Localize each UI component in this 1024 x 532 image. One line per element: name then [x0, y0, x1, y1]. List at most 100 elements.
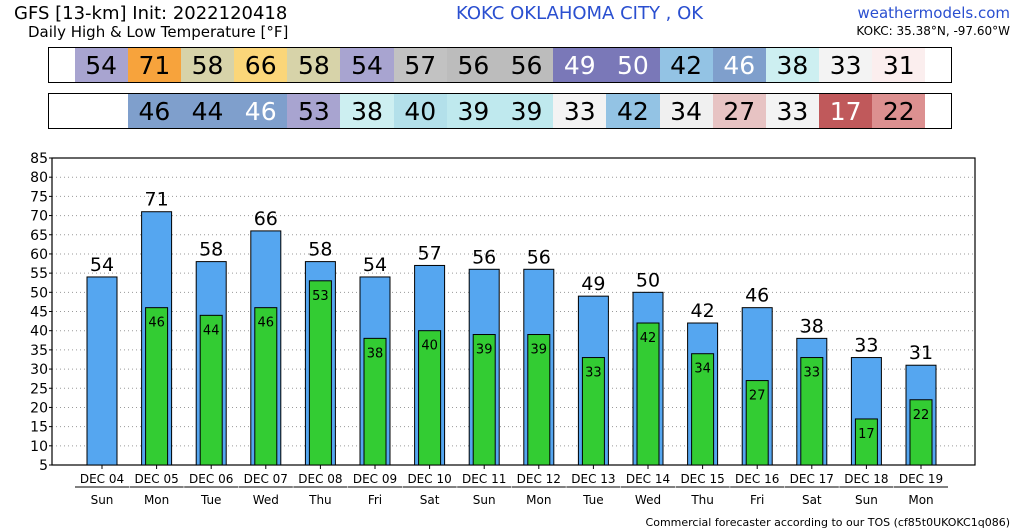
station-title: KOKC OKLAHOMA CITY , OK — [456, 3, 704, 24]
x-tick-date-label: DEC 05 — [134, 472, 178, 486]
x-tick-date-label: DEC 09 — [353, 472, 397, 486]
low-temp-cell: 17 — [819, 94, 873, 128]
low-temp-cell: 33 — [765, 94, 820, 128]
low-temp-cell: 53 — [287, 94, 341, 128]
low-temp-cell: 39 — [499, 94, 554, 128]
high-temp-cell: 33 — [819, 48, 873, 82]
y-tick-label: 35 — [30, 343, 48, 359]
high-temp-label: 50 — [636, 269, 660, 291]
x-tick-weekday-label: Thu — [690, 493, 714, 507]
high-temp-label: 33 — [854, 335, 878, 357]
model-title: GFS [13-km] Init: 2022120418 — [14, 3, 288, 24]
high-temp-label: 46 — [745, 285, 769, 307]
low-temp-label: 53 — [312, 289, 329, 304]
high-temp-cell: 56 — [446, 48, 500, 82]
x-tick-date-label: DEC 18 — [844, 472, 888, 486]
low-temp-bar — [308, 280, 332, 466]
low-temp-cell: 44 — [180, 94, 235, 128]
y-tick-label: 70 — [30, 209, 48, 225]
low-temp-cell: 46 — [234, 94, 288, 128]
y-tick-label: 80 — [30, 170, 48, 186]
site-link[interactable]: weathermodels.com — [857, 4, 1010, 22]
y-tick-label: 5 — [39, 458, 48, 474]
x-tick-weekday-label: Mon — [526, 493, 551, 507]
x-tick-weekday-label: Wed — [635, 493, 661, 507]
high-temp-cell: 58 — [180, 48, 235, 82]
x-tick-date-label: DEC 15 — [680, 472, 724, 486]
high-temp-label: 54 — [363, 254, 387, 276]
low-temp-label: 17 — [858, 427, 875, 442]
high-temp-cell: 57 — [393, 48, 447, 82]
high-temp-cell: 54 — [74, 48, 128, 82]
high-temp-cell: 49 — [553, 48, 607, 82]
y-tick-label: 75 — [30, 189, 48, 205]
y-tick-label: 10 — [30, 439, 48, 455]
x-tick-date-label: DEC 04 — [80, 472, 124, 486]
high-temp-cell: 42 — [659, 48, 713, 82]
low-temp-label: 34 — [694, 362, 711, 377]
low-temp-label: 46 — [148, 316, 165, 331]
y-tick-label: 30 — [30, 362, 48, 378]
y-tick-label: 40 — [30, 324, 48, 340]
low-temp-cell: 34 — [659, 94, 713, 128]
y-tick-label: 15 — [30, 420, 48, 436]
station-coordinates: KOKC: 35.38°N, -97.60°W — [856, 24, 1010, 38]
low-temp-label: 22 — [913, 408, 930, 423]
high-temp-label: 56 — [472, 246, 496, 268]
y-tick-label: 60 — [30, 247, 48, 263]
x-tick-weekday-label: Fri — [368, 493, 382, 507]
high-temp-label: 66 — [254, 208, 278, 230]
x-tick-date-label: DEC 06 — [189, 472, 233, 486]
plot-frame — [51, 157, 976, 466]
low-temp-label: 42 — [640, 331, 657, 346]
high-temp-cell: 38 — [765, 48, 820, 82]
x-tick-date-label: DEC 14 — [626, 472, 670, 486]
y-tick-label: 85 — [30, 151, 48, 167]
low-temp-cell: 40 — [393, 94, 447, 128]
high-temp-label: 31 — [909, 342, 933, 364]
x-tick-weekday-label: Mon — [144, 493, 169, 507]
low-temp-label: 40 — [421, 339, 438, 354]
low-temp-label: 33 — [804, 366, 821, 381]
y-tick-label: 55 — [30, 266, 48, 282]
high-temp-cell: 71 — [127, 48, 181, 82]
high-temperature-strip: 54 71 58 66 58 54 57 56 56 49 50 42 46 38 33 31 — [48, 47, 952, 83]
low-temp-label: 38 — [367, 346, 384, 361]
x-tick-date-label: DEC 17 — [790, 472, 834, 486]
x-tick-weekday-label: Tue — [582, 493, 604, 507]
high-temp-label: 42 — [691, 300, 715, 322]
low-temp-bar — [254, 307, 278, 466]
x-tick-date-label: DEC 11 — [462, 472, 506, 486]
high-temp-label: 38 — [800, 315, 824, 337]
high-temp-bar — [86, 276, 118, 466]
x-tick-weekday-label: Sun — [91, 493, 114, 507]
chart-subtitle: Daily High & Low Temperature [°F] — [28, 23, 289, 41]
x-tick-weekday-label: Tue — [200, 493, 222, 507]
x-tick-weekday-label: Sat — [802, 493, 822, 507]
x-tick-date-label: DEC 16 — [735, 472, 779, 486]
x-tick-weekday-label: Thu — [308, 493, 332, 507]
high-temp-cell: 66 — [234, 48, 288, 82]
x-tick-weekday-label: Wed — [253, 493, 279, 507]
low-temp-cell: 33 — [553, 94, 607, 128]
high-temp-cell: 50 — [606, 48, 660, 82]
low-temp-bar — [854, 418, 878, 466]
x-tick-date-label: DEC 12 — [517, 472, 561, 486]
low-temp-cell: 27 — [712, 94, 766, 128]
y-tick-label: 25 — [30, 381, 48, 397]
x-tick-weekday-label: Sun — [855, 493, 878, 507]
high-temp-cell: 54 — [340, 48, 394, 82]
low-temp-cell: 46 — [127, 94, 181, 128]
low-temp-bar — [145, 307, 169, 466]
low-temp-label: 39 — [531, 343, 548, 358]
high-temp-label: 71 — [145, 189, 169, 211]
x-tick-weekday-label: Mon — [908, 493, 933, 507]
high-temp-cell: 56 — [499, 48, 554, 82]
x-tick-date-label: DEC 07 — [244, 472, 288, 486]
x-tick-date-label: DEC 10 — [407, 472, 451, 486]
high-temp-cell: 31 — [872, 48, 926, 82]
high-temp-label: 58 — [199, 239, 223, 261]
low-temp-label: 44 — [203, 323, 220, 338]
x-tick-weekday-label: Sun — [473, 493, 496, 507]
